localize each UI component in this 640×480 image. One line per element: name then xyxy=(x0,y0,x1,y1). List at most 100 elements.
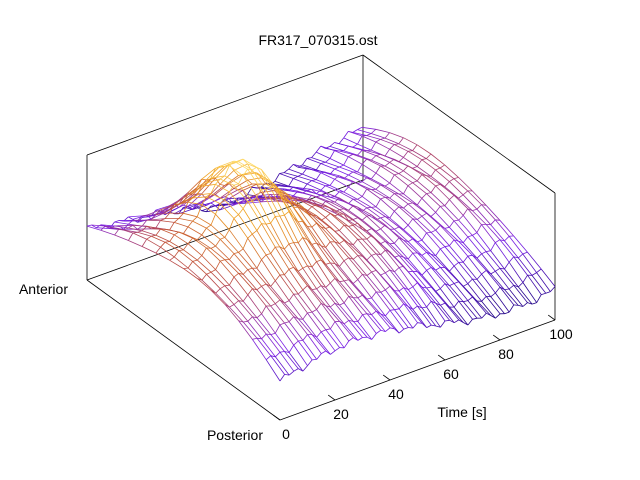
mesh-position-line xyxy=(527,274,542,295)
mesh-time-line xyxy=(403,165,409,172)
mesh-position-line xyxy=(343,191,358,200)
mesh-time-line xyxy=(178,207,184,215)
mesh-position-line xyxy=(366,298,382,315)
mesh-position-line xyxy=(412,167,427,176)
mesh-time-line xyxy=(220,237,225,240)
mesh-position-line xyxy=(426,232,441,250)
mesh-time-line xyxy=(169,256,175,261)
mesh-position-line xyxy=(444,267,459,283)
mesh-time-line xyxy=(210,168,216,179)
mesh-position-line xyxy=(311,244,327,265)
mesh-position-line xyxy=(256,167,271,189)
mesh-position-line xyxy=(449,245,464,263)
mesh-time-line xyxy=(215,260,221,270)
mesh-time-line xyxy=(260,177,267,185)
mesh-position-line xyxy=(357,217,372,229)
mesh-time-line xyxy=(279,246,285,250)
mesh-time-line xyxy=(238,158,244,163)
mesh-position-line xyxy=(215,183,230,195)
mesh-time-line xyxy=(123,223,129,230)
mesh-position-line xyxy=(210,290,226,305)
mesh-position-line xyxy=(288,190,303,194)
mesh-time-line xyxy=(476,253,482,259)
mesh-position-line xyxy=(357,198,372,208)
mesh-position-line xyxy=(288,211,304,238)
mesh-time-line xyxy=(398,265,404,268)
mesh-time-line xyxy=(183,201,189,214)
mesh-time-line xyxy=(238,208,244,215)
mesh-position-line xyxy=(155,212,170,215)
mesh-position-line xyxy=(352,132,367,136)
mesh-time-line xyxy=(233,272,239,278)
mesh-position-line xyxy=(316,151,331,159)
mesh-time-line xyxy=(197,255,203,261)
mesh-position-line xyxy=(407,224,423,241)
mesh-time-line xyxy=(201,210,207,213)
mesh-position-line xyxy=(412,238,427,253)
mesh-time-line xyxy=(334,191,340,197)
mesh-position-line xyxy=(472,254,487,271)
mesh-time-line xyxy=(453,219,459,222)
mesh-position-line xyxy=(320,331,336,352)
mesh-time-line xyxy=(417,239,423,243)
mesh-time-line xyxy=(371,206,377,208)
mesh-position-line xyxy=(297,318,313,335)
mesh-time-line xyxy=(453,319,460,324)
mesh-position-line xyxy=(407,150,423,161)
mesh-time-line xyxy=(247,316,253,322)
mesh-time-line xyxy=(302,265,308,269)
mesh-time-line xyxy=(288,316,294,322)
mesh-position-line xyxy=(169,241,184,251)
mesh-position-line xyxy=(467,208,482,225)
mesh-position-line xyxy=(430,175,446,188)
mesh-position-line xyxy=(320,303,336,322)
mesh-time-line xyxy=(435,225,441,231)
mesh-position-line xyxy=(407,165,423,175)
mesh-position-line xyxy=(371,189,386,198)
mesh-time-line xyxy=(141,219,148,227)
mesh-position-line xyxy=(348,320,363,338)
mesh-position-line xyxy=(325,171,340,177)
mesh-position-line xyxy=(444,205,459,221)
mesh-time-line xyxy=(380,224,386,230)
mesh-time-line xyxy=(252,288,257,291)
mesh-position-line xyxy=(307,285,322,304)
mesh-time-line xyxy=(160,209,166,213)
mesh-position-line xyxy=(394,174,409,187)
mesh-time-line xyxy=(247,267,253,270)
mesh-position-line xyxy=(485,296,501,315)
mesh-position-line xyxy=(325,217,340,231)
mesh-position-line xyxy=(270,286,285,304)
mesh-time-line xyxy=(421,212,427,217)
mesh-time-line xyxy=(416,159,423,167)
mesh-time-line xyxy=(196,204,203,217)
mesh-time-line xyxy=(348,320,354,322)
mesh-position-line xyxy=(274,303,290,322)
mesh-time-line xyxy=(238,320,244,323)
mesh-time-line xyxy=(128,225,134,229)
mesh-position-line xyxy=(508,236,524,255)
mesh-time-line xyxy=(463,283,469,287)
mesh-position-line xyxy=(334,150,349,157)
mesh-position-line xyxy=(476,208,491,225)
mesh-position-line xyxy=(229,259,244,275)
mesh-position-line xyxy=(306,158,321,164)
mesh-time-line xyxy=(357,150,363,156)
mesh-position-line xyxy=(219,178,235,186)
time-axis-label: Time [s] xyxy=(437,404,486,420)
mesh-position-line xyxy=(293,216,308,240)
mesh-position-line xyxy=(137,231,152,237)
mesh-position-line xyxy=(339,213,354,226)
mesh-position-line xyxy=(476,300,492,316)
mesh-position-line xyxy=(284,322,299,342)
mesh-position-line xyxy=(357,143,372,151)
mesh-position-line xyxy=(297,176,312,181)
mesh-position-line xyxy=(394,290,409,307)
mesh-position-line xyxy=(329,306,345,325)
mesh-position-line xyxy=(293,267,308,286)
plot-box-front xyxy=(86,279,556,421)
mesh-time-line xyxy=(352,143,358,148)
mesh-position-line xyxy=(352,321,368,338)
mesh-time-line xyxy=(440,320,446,328)
mesh-position-line xyxy=(403,137,418,146)
